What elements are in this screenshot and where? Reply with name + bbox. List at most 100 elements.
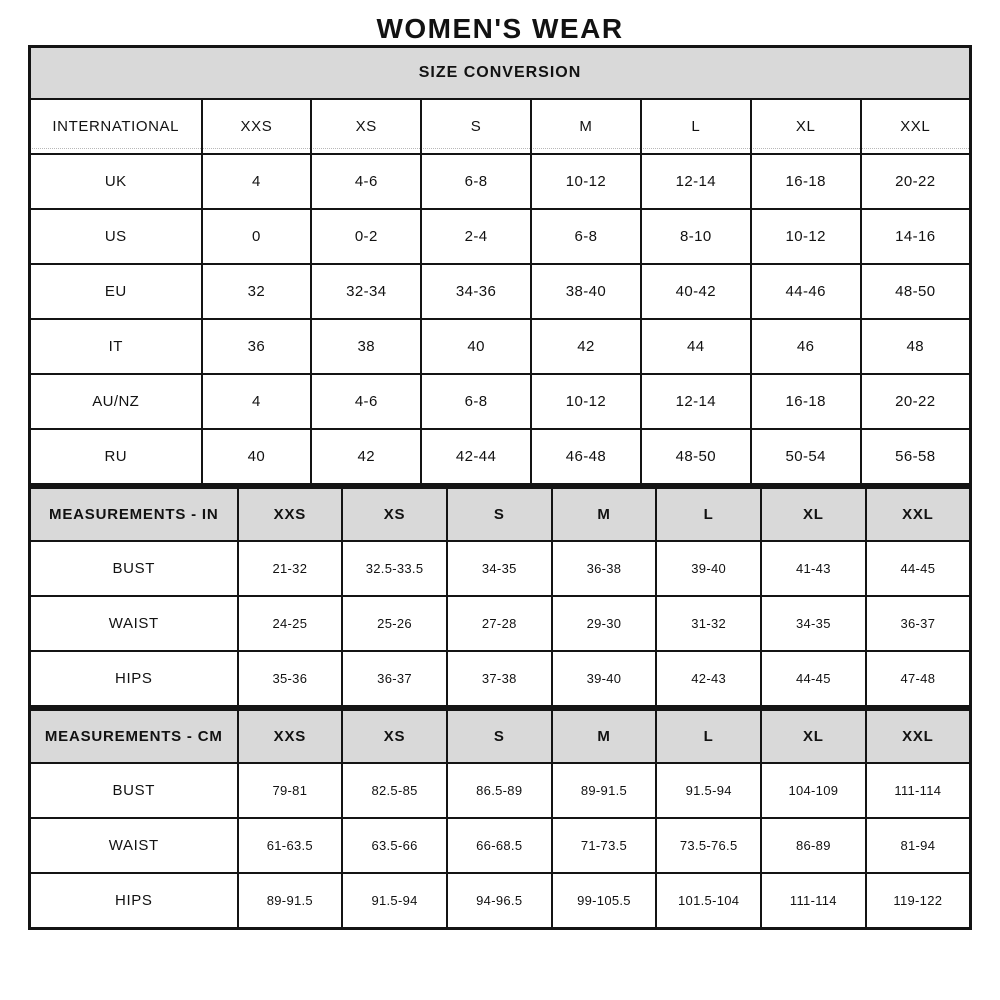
- cell-value: 79-81: [236, 762, 344, 819]
- cell-value: 81-94: [864, 817, 972, 874]
- cell-value: 4-6: [310, 153, 423, 210]
- page-title: WOMEN'S WEAR: [376, 13, 624, 44]
- cell-value: 25-26: [341, 595, 448, 652]
- cell-value: 4-6: [310, 373, 423, 430]
- table-row: AU/NZ 4 4-6 6-8 10-12 12-14 16-18 20-22: [28, 373, 972, 430]
- cell-value: 12-14: [639, 373, 752, 430]
- cell-value: 38: [310, 318, 423, 375]
- column-header-size: XS: [341, 486, 448, 542]
- column-header-size: S: [445, 486, 553, 542]
- cell-value: 41-43: [760, 540, 867, 597]
- column-header-size: XL: [749, 98, 862, 155]
- cell-value: 12-14: [639, 153, 752, 210]
- table-row: HIPS 89-91.5 91.5-94 94-96.5 99-105.5 101.5-1…: [28, 872, 972, 930]
- column-header-label: MEASUREMENTS - CM: [28, 708, 239, 764]
- cell-value: 34-35: [760, 595, 867, 652]
- column-header-label: MEASUREMENTS - IN: [28, 486, 239, 542]
- cell-value: 36-37: [864, 595, 972, 652]
- cell-value: 24-25: [236, 595, 344, 652]
- table-row: BUST 79-81 82.5-85 86.5-89 89-91.5 91.5-94 104…: [28, 762, 972, 819]
- cell-value: 86.5-89: [445, 762, 553, 819]
- size-chart-page: WOMEN'S WEAR SIZE CONVERSION INTERNATIONA…: [28, 13, 972, 930]
- cell-value: 44: [639, 318, 752, 375]
- cell-value: 48-50: [639, 428, 752, 486]
- cell-value: 111-114: [760, 872, 867, 930]
- cell-value: 39-40: [655, 540, 763, 597]
- cell-value: 42-44: [420, 428, 533, 486]
- cell-value: 6-8: [420, 153, 533, 210]
- cell-value: 36: [200, 318, 313, 375]
- table-row: US 0 0-2 2-4 6-8 8-10 10-12 14-16: [28, 208, 972, 265]
- column-header-size: S: [445, 708, 553, 764]
- column-header-size: M: [550, 486, 658, 542]
- cell-value: 20-22: [859, 373, 972, 430]
- cell-value: 40-42: [639, 263, 752, 320]
- cell-value: 10-12: [530, 153, 642, 210]
- column-header-size: XL: [760, 486, 867, 542]
- cell-value: 44-45: [864, 540, 972, 597]
- cell-value: 42: [530, 318, 642, 375]
- measurements-in-table: MEASUREMENTS - IN XXS XS S M L XL XXL BUST 21-32 3…: [28, 486, 972, 708]
- table-row: WAIST 24-25 25-26 27-28 29-30 31-32 34-35 36-37: [28, 595, 972, 652]
- cell-value: 10-12: [749, 208, 862, 265]
- cell-value: 2-4: [420, 208, 533, 265]
- column-header-size: L: [639, 98, 752, 155]
- cell-value: 94-96.5: [445, 872, 553, 930]
- cell-value: 0: [200, 208, 313, 265]
- table-row: EU 32 32-34 34-36 38-40 40-42 44-46 48-50: [28, 263, 972, 320]
- cell-value: 32: [200, 263, 313, 320]
- size-conversion-table: SIZE CONVERSION INTERNATIONAL XXS XS S M L XL XX…: [28, 45, 972, 486]
- column-header-size: XXL: [864, 486, 972, 542]
- table-row: RU 40 42 42-44 46-48 48-50 50-54 56-58: [28, 428, 972, 486]
- row-label: HIPS: [28, 650, 239, 708]
- cell-value: 82.5-85: [341, 762, 448, 819]
- cell-value: 119-122: [864, 872, 972, 930]
- row-label: BUST: [28, 762, 239, 819]
- cell-value: 40: [200, 428, 313, 486]
- cell-value: 36-38: [550, 540, 658, 597]
- cell-value: 8-10: [639, 208, 752, 265]
- cell-value: 47-48: [864, 650, 972, 708]
- cell-value: 46-48: [530, 428, 642, 486]
- table-row: UK 4 4-6 6-8 10-12 12-14 16-18 20-22: [28, 153, 972, 210]
- cell-value: 61-63.5: [236, 817, 344, 874]
- row-label: WAIST: [28, 817, 239, 874]
- cell-value: 37-38: [445, 650, 553, 708]
- cell-value: 6-8: [420, 373, 533, 430]
- cell-value: 42-43: [655, 650, 763, 708]
- table-title-row: SIZE CONVERSION: [28, 45, 972, 100]
- cell-value: 0-2: [310, 208, 423, 265]
- cell-value: 86-89: [760, 817, 867, 874]
- cell-value: 10-12: [530, 373, 642, 430]
- cell-value: 46: [749, 318, 862, 375]
- column-header-row: MEASUREMENTS - IN XXS XS S M L XL XXL: [28, 486, 972, 542]
- cell-value: 6-8: [530, 208, 642, 265]
- row-label: UK: [28, 153, 203, 210]
- column-header-size: M: [530, 98, 642, 155]
- cell-value: 27-28: [445, 595, 553, 652]
- column-header-label: INTERNATIONAL: [28, 98, 203, 155]
- row-label: BUST: [28, 540, 239, 597]
- cell-value: 89-91.5: [550, 762, 658, 819]
- cell-value: 36-37: [341, 650, 448, 708]
- row-label: WAIST: [28, 595, 239, 652]
- column-header-size: XXS: [236, 486, 344, 542]
- cell-value: 35-36: [236, 650, 344, 708]
- column-header-size: S: [420, 98, 533, 155]
- cell-value: 66-68.5: [445, 817, 553, 874]
- cell-value: 32-34: [310, 263, 423, 320]
- cell-value: 31-32: [655, 595, 763, 652]
- cell-value: 89-91.5: [236, 872, 344, 930]
- cell-value: 56-58: [859, 428, 972, 486]
- cell-value: 104-109: [760, 762, 867, 819]
- table-row: IT 36 38 40 42 44 46 48: [28, 318, 972, 375]
- cell-value: 91.5-94: [341, 872, 448, 930]
- cell-value: 20-22: [859, 153, 972, 210]
- row-label: RU: [28, 428, 203, 486]
- cell-value: 39-40: [550, 650, 658, 708]
- cell-value: 91.5-94: [655, 762, 763, 819]
- column-header-size: L: [655, 708, 763, 764]
- column-header-size: XS: [310, 98, 423, 155]
- cell-value: 34-36: [420, 263, 533, 320]
- row-label: HIPS: [28, 872, 239, 930]
